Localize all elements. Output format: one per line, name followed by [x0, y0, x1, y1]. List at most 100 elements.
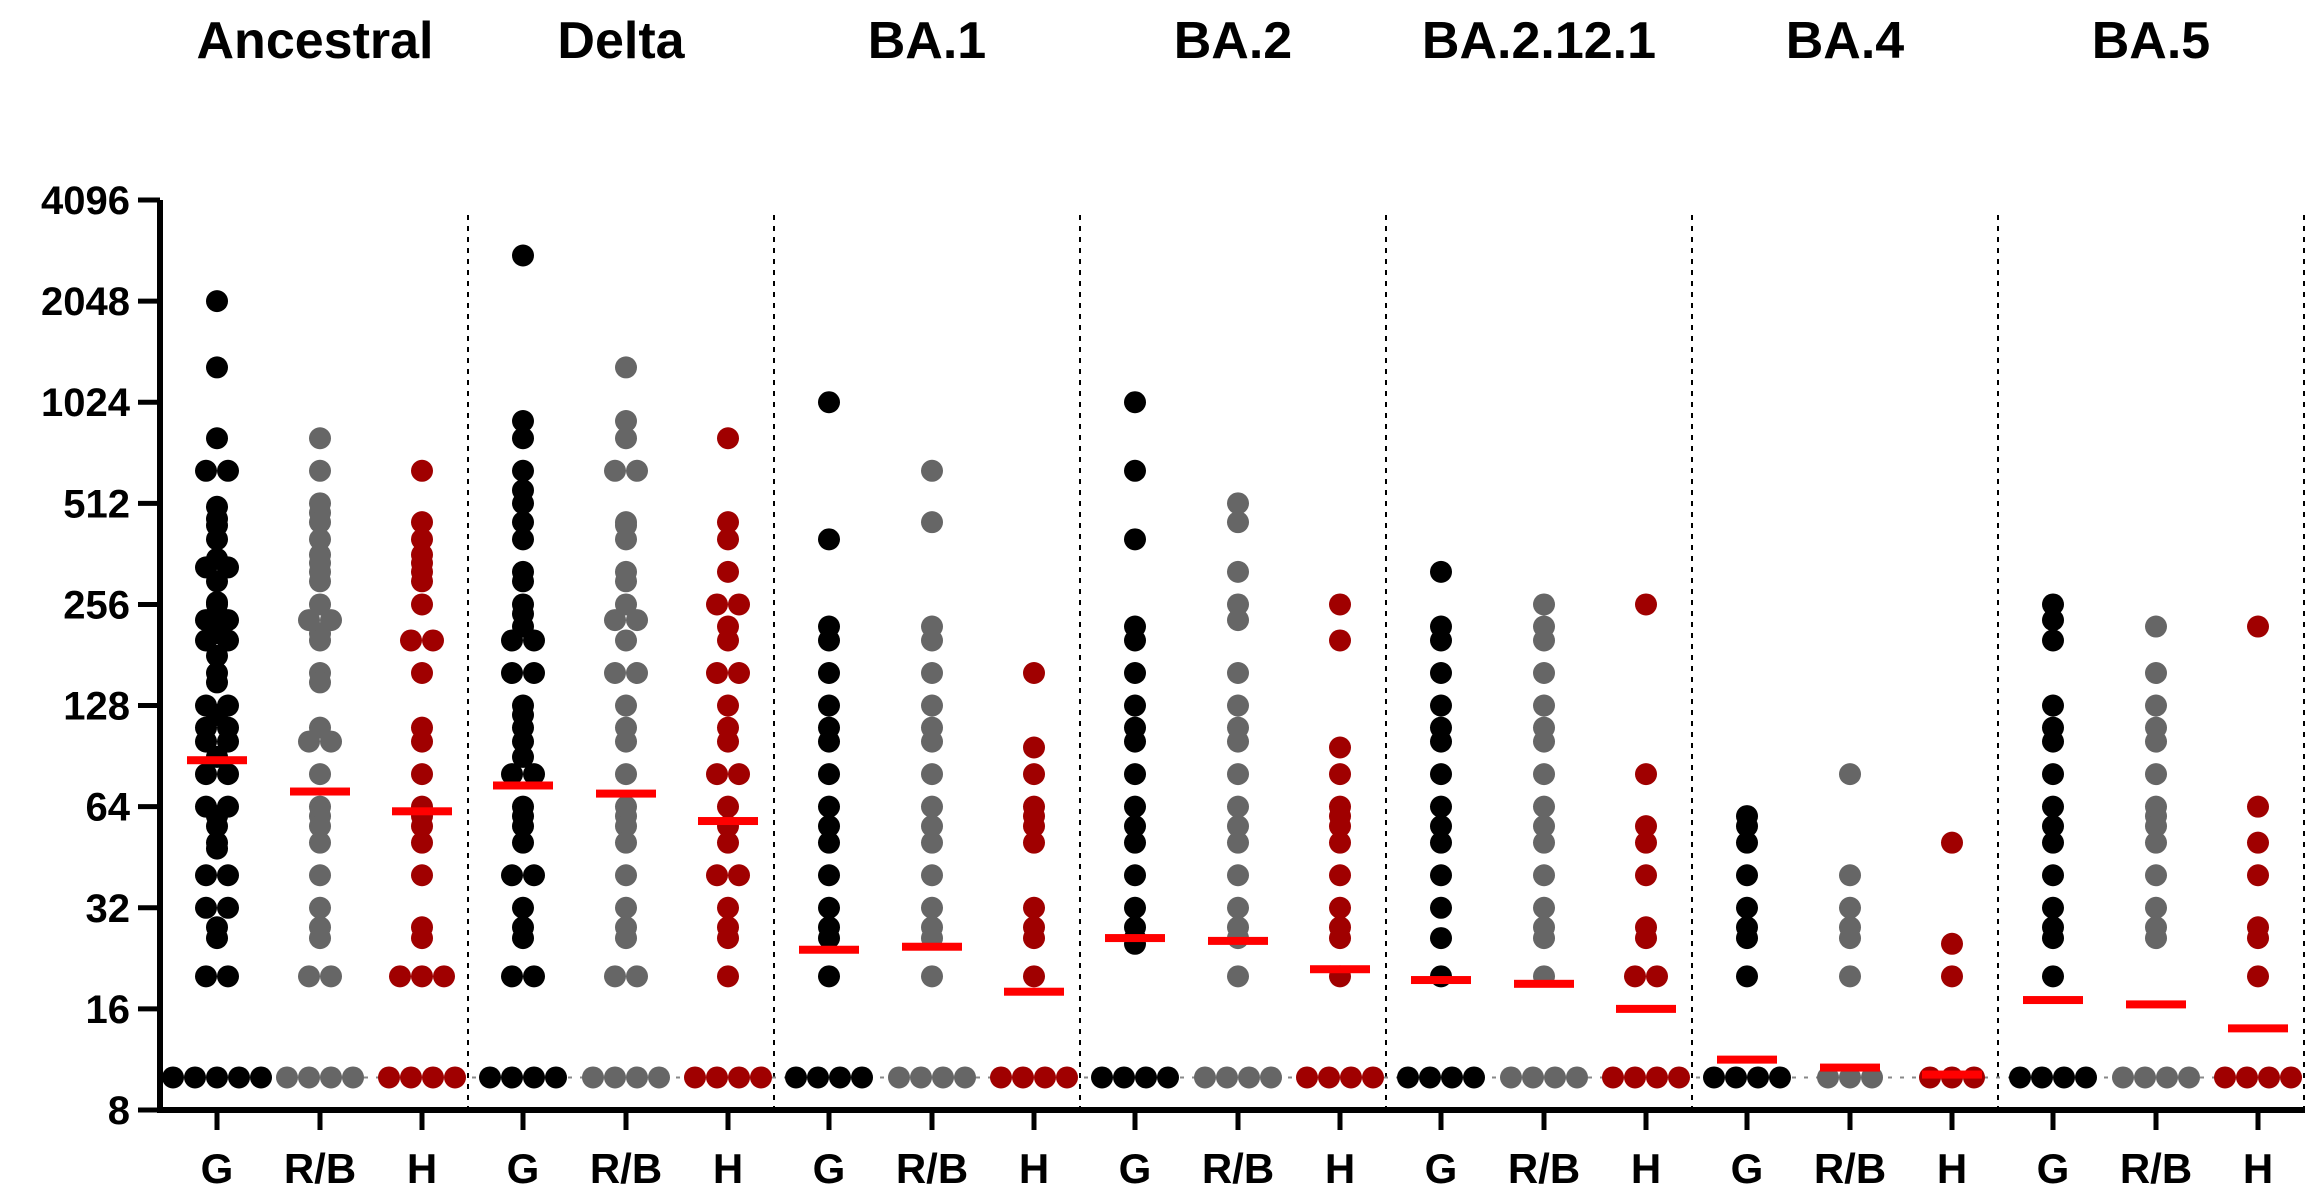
data-point: [1329, 864, 1351, 887]
data-point: [1124, 730, 1146, 753]
data-point: [1124, 391, 1146, 414]
data-point: [2042, 694, 2064, 717]
data-point: [2280, 1066, 2302, 1089]
y-tick-label: 128: [63, 685, 130, 729]
data-point: [1817, 1066, 1839, 1089]
geomean-bar: [1717, 1055, 1777, 1064]
data-point: [206, 815, 228, 838]
data-point: [512, 492, 534, 515]
data-point: [320, 965, 342, 988]
data-point: [1329, 763, 1351, 786]
data-point: [1124, 815, 1146, 838]
data-point: [1736, 965, 1758, 988]
data-point: [1839, 927, 1861, 950]
data-point: [411, 831, 433, 854]
group-label: H: [1019, 1145, 1049, 1190]
data-point: [1227, 694, 1249, 717]
data-point: [728, 662, 750, 685]
data-point: [378, 1066, 400, 1089]
data-point: [512, 244, 534, 267]
data-point: [706, 662, 728, 685]
data-point: [411, 593, 433, 616]
data-point: [1194, 1066, 1216, 1089]
data-point: [444, 1066, 466, 1089]
data-point: [2145, 831, 2167, 854]
data-point: [1533, 864, 1555, 887]
data-point: [818, 662, 840, 685]
data-point: [309, 528, 331, 551]
data-point: [1113, 1066, 1135, 1089]
data-point: [195, 629, 217, 652]
group-label: H: [1631, 1145, 1661, 1190]
data-point: [818, 795, 840, 818]
data-point: [717, 730, 739, 753]
data-point: [818, 629, 840, 652]
data-point: [604, 662, 626, 685]
data-point: [276, 1066, 298, 1089]
geomean-bar: [1820, 1063, 1880, 1072]
y-tick-label: 2048: [41, 280, 130, 324]
data-point: [717, 965, 739, 988]
data-point: [921, 629, 943, 652]
data-point: [309, 864, 331, 887]
data-point: [512, 896, 534, 919]
panel-title: BA.4: [1786, 12, 1905, 70]
data-point: [195, 965, 217, 988]
data-point: [851, 1066, 873, 1089]
data-point: [818, 864, 840, 887]
data-point: [195, 763, 217, 786]
data-point: [615, 815, 637, 838]
data-point: [1124, 662, 1146, 685]
group-label: G: [201, 1145, 234, 1190]
data-point: [1430, 815, 1452, 838]
data-point: [2042, 593, 2064, 616]
data-point: [1635, 593, 1657, 616]
data-point: [512, 745, 534, 768]
data-point: [717, 927, 739, 950]
data-point: [717, 629, 739, 652]
data-point: [309, 511, 331, 534]
data-point: [206, 290, 228, 313]
data-point: [615, 896, 637, 919]
data-point: [2042, 831, 2064, 854]
data-point: [1227, 593, 1249, 616]
data-point: [206, 837, 228, 860]
data-point: [195, 896, 217, 919]
data-point: [818, 730, 840, 753]
group-label: G: [1425, 1145, 1458, 1190]
data-point: [2178, 1066, 2200, 1089]
data-point: [1736, 831, 1758, 854]
data-point: [1227, 730, 1249, 753]
geomean-bar: [2023, 996, 2083, 1005]
data-point: [1725, 1066, 1747, 1089]
data-point: [1646, 965, 1668, 988]
data-point: [545, 1066, 567, 1089]
data-point: [921, 662, 943, 685]
geomean-bar: [799, 945, 859, 954]
geomean-bar: [187, 756, 247, 765]
data-point: [523, 864, 545, 887]
data-point: [523, 629, 545, 652]
data-point: [615, 864, 637, 887]
data-point: [818, 391, 840, 414]
geomean-bar: [596, 789, 656, 798]
data-point: [2145, 763, 2167, 786]
data-point: [389, 965, 411, 988]
group-label: H: [1937, 1145, 1967, 1190]
data-point: [512, 730, 534, 753]
data-point: [512, 815, 534, 838]
data-point: [1023, 896, 1045, 919]
data-point: [206, 570, 228, 593]
data-point: [717, 896, 739, 919]
data-point: [2258, 1066, 2280, 1089]
data-point: [501, 965, 523, 988]
y-tick-label: 8: [108, 1089, 130, 1133]
data-point: [1861, 1066, 1883, 1089]
data-point: [717, 694, 739, 717]
geomean-bar: [902, 942, 962, 951]
data-point: [615, 593, 637, 616]
data-point: [2247, 795, 2269, 818]
panel-title: Delta: [557, 12, 685, 70]
data-point: [2214, 1066, 2236, 1089]
data-point: [1227, 492, 1249, 515]
